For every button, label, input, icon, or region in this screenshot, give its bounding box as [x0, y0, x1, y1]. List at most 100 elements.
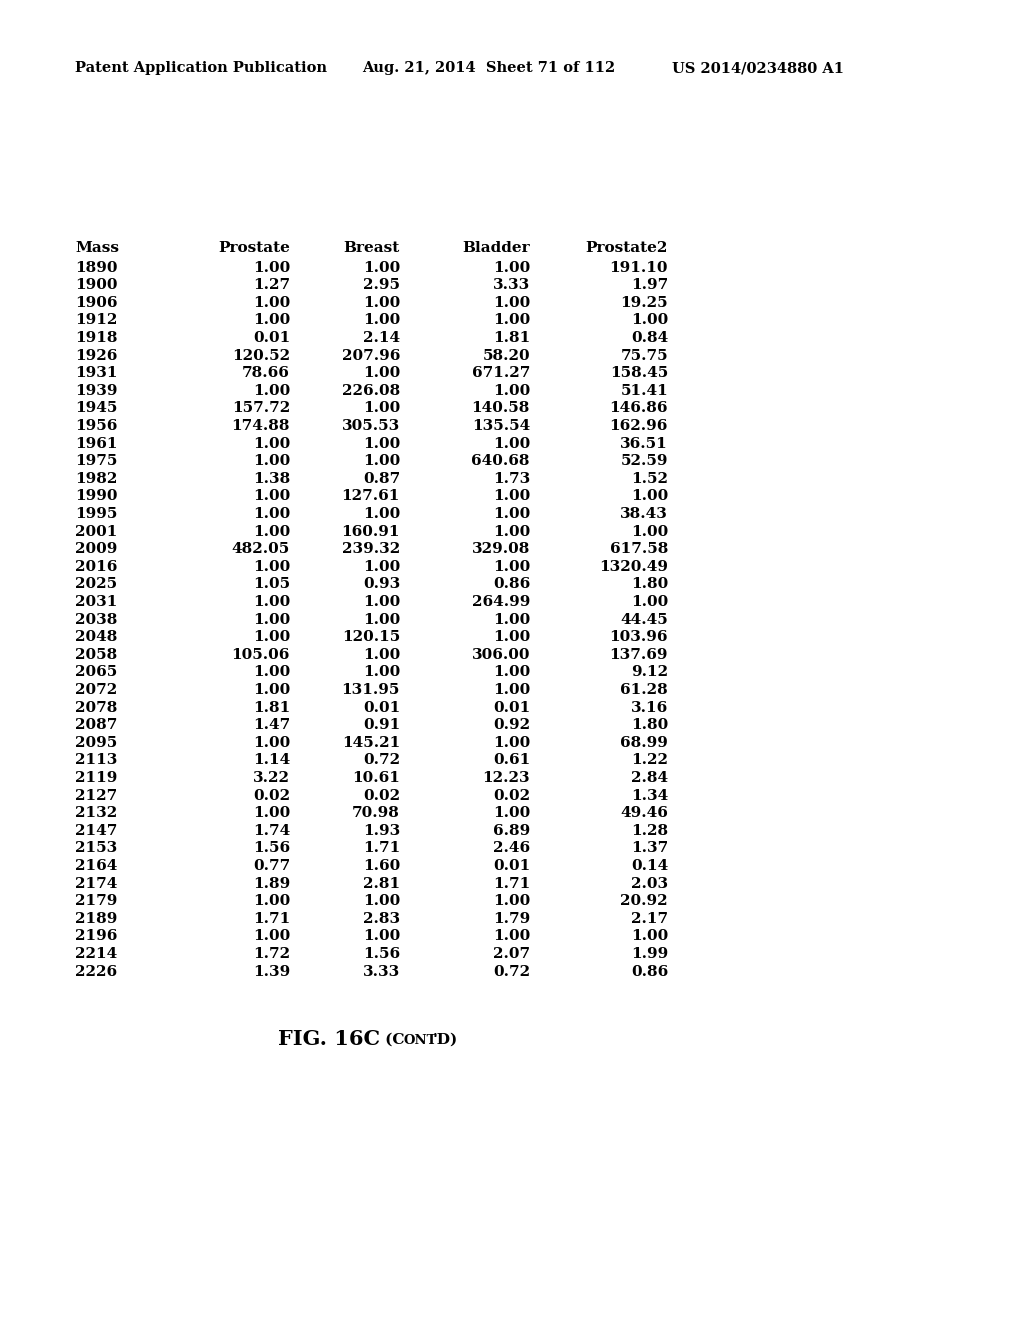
Text: 1.00: 1.00 [362, 560, 400, 574]
Text: 1.00: 1.00 [493, 612, 530, 627]
Text: 2009: 2009 [75, 543, 118, 556]
Text: 0.87: 0.87 [362, 471, 400, 486]
Text: 1.00: 1.00 [493, 807, 530, 820]
Text: 1.00: 1.00 [253, 296, 290, 310]
Text: 1.60: 1.60 [362, 859, 400, 873]
Text: 1.00: 1.00 [253, 735, 290, 750]
Text: 0.01: 0.01 [253, 331, 290, 345]
Text: 1.27: 1.27 [253, 279, 290, 292]
Text: 1.38: 1.38 [253, 471, 290, 486]
Text: 1.81: 1.81 [493, 331, 530, 345]
Text: 1890: 1890 [75, 260, 118, 275]
Text: 1.39: 1.39 [253, 965, 290, 978]
Text: 1.00: 1.00 [493, 437, 530, 450]
Text: 1.14: 1.14 [253, 754, 290, 767]
Text: 305.53: 305.53 [342, 418, 400, 433]
Text: 2031: 2031 [75, 595, 118, 609]
Text: 2058: 2058 [75, 648, 118, 661]
Text: 1.71: 1.71 [362, 841, 400, 855]
Text: 2226: 2226 [75, 965, 117, 978]
Text: 61.28: 61.28 [621, 682, 668, 697]
Text: 1900: 1900 [75, 279, 118, 292]
Text: 1.00: 1.00 [253, 524, 290, 539]
Text: 2048: 2048 [75, 630, 118, 644]
Text: 1.00: 1.00 [493, 735, 530, 750]
Text: 1.00: 1.00 [493, 560, 530, 574]
Text: 1.28: 1.28 [631, 824, 668, 838]
Text: Prostate2: Prostate2 [586, 242, 668, 255]
Text: 1.00: 1.00 [362, 929, 400, 944]
Text: 1939: 1939 [75, 384, 118, 397]
Text: 1.00: 1.00 [362, 648, 400, 661]
Text: 68.99: 68.99 [621, 735, 668, 750]
Text: 1.00: 1.00 [493, 490, 530, 503]
Text: 70.98: 70.98 [352, 807, 400, 820]
Text: 2.83: 2.83 [362, 912, 400, 925]
Text: 140.58: 140.58 [472, 401, 530, 416]
Text: 1.00: 1.00 [631, 929, 668, 944]
Text: 1.00: 1.00 [253, 507, 290, 521]
Text: 2.95: 2.95 [362, 279, 400, 292]
Text: 2113: 2113 [75, 754, 118, 767]
Text: 2132: 2132 [75, 807, 118, 820]
Text: 1956: 1956 [75, 418, 118, 433]
Text: 1.00: 1.00 [493, 384, 530, 397]
Text: (C: (C [380, 1032, 404, 1047]
Text: 135.54: 135.54 [472, 418, 530, 433]
Text: 146.86: 146.86 [609, 401, 668, 416]
Text: 2016: 2016 [75, 560, 118, 574]
Text: Breast: Breast [344, 242, 400, 255]
Text: 2164: 2164 [75, 859, 118, 873]
Text: 239.32: 239.32 [342, 543, 400, 556]
Text: 2147: 2147 [75, 824, 118, 838]
Text: 1.00: 1.00 [362, 260, 400, 275]
Text: 1.00: 1.00 [493, 929, 530, 944]
Text: 1.00: 1.00 [362, 401, 400, 416]
Text: 1.00: 1.00 [362, 437, 400, 450]
Text: 2065: 2065 [75, 665, 118, 680]
Text: 52.59: 52.59 [621, 454, 668, 469]
Text: 1961: 1961 [75, 437, 118, 450]
Text: 306.00: 306.00 [471, 648, 530, 661]
Text: 1.00: 1.00 [493, 313, 530, 327]
Text: 1.00: 1.00 [253, 665, 290, 680]
Text: 1.00: 1.00 [362, 454, 400, 469]
Text: 617.58: 617.58 [609, 543, 668, 556]
Text: 1.00: 1.00 [253, 630, 290, 644]
Text: 1.00: 1.00 [253, 454, 290, 469]
Text: 'D): 'D) [433, 1032, 459, 1047]
Text: 1.00: 1.00 [362, 665, 400, 680]
Text: 482.05: 482.05 [231, 543, 290, 556]
Text: 75.75: 75.75 [621, 348, 668, 363]
Text: 0.93: 0.93 [362, 577, 400, 591]
Text: 1.00: 1.00 [253, 595, 290, 609]
Text: 2214: 2214 [75, 946, 118, 961]
Text: 671.27: 671.27 [472, 366, 530, 380]
Text: 0.01: 0.01 [493, 859, 530, 873]
Text: 1.71: 1.71 [253, 912, 290, 925]
Text: US 2014/0234880 A1: US 2014/0234880 A1 [672, 61, 844, 75]
Text: 51.41: 51.41 [621, 384, 668, 397]
Text: 127.61: 127.61 [342, 490, 400, 503]
Text: 1.00: 1.00 [253, 894, 290, 908]
Text: 640.68: 640.68 [471, 454, 530, 469]
Text: 20.92: 20.92 [621, 894, 668, 908]
Text: 2127: 2127 [75, 788, 118, 803]
Text: 1.00: 1.00 [362, 595, 400, 609]
Text: 1.00: 1.00 [362, 313, 400, 327]
Text: 78.66: 78.66 [242, 366, 290, 380]
Text: 1.34: 1.34 [631, 788, 668, 803]
Text: 0.02: 0.02 [493, 788, 530, 803]
Text: 1.00: 1.00 [631, 524, 668, 539]
Text: ONT: ONT [403, 1034, 436, 1047]
Text: 2.81: 2.81 [362, 876, 400, 891]
Text: 2095: 2095 [75, 735, 118, 750]
Text: 2078: 2078 [75, 701, 118, 714]
Text: 2038: 2038 [75, 612, 118, 627]
Text: 160.91: 160.91 [341, 524, 400, 539]
Text: 1.00: 1.00 [493, 894, 530, 908]
Text: 1.00: 1.00 [253, 560, 290, 574]
Text: 226.08: 226.08 [342, 384, 400, 397]
Text: 1918: 1918 [75, 331, 118, 345]
Text: 1.22: 1.22 [631, 754, 668, 767]
